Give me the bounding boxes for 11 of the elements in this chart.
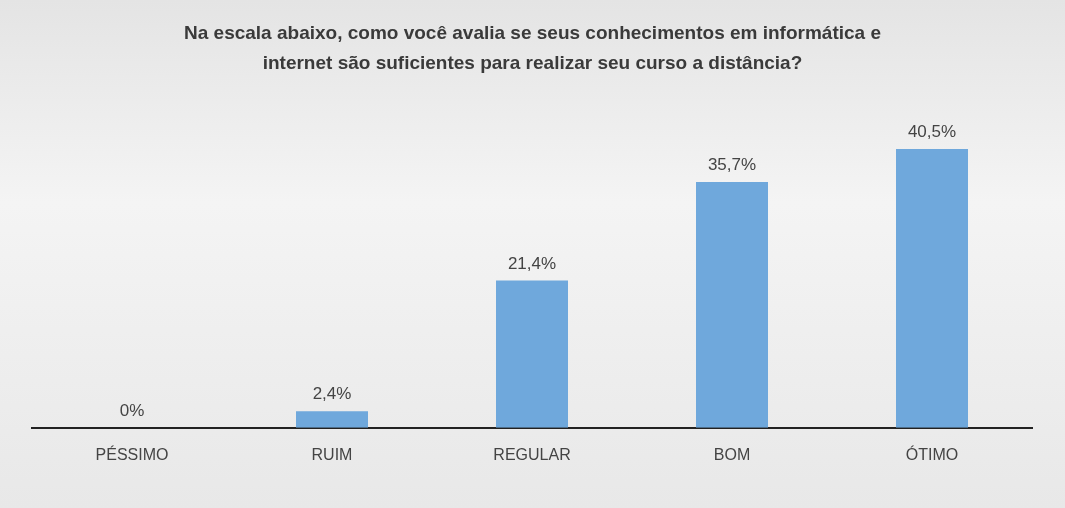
x-tick-label: BOM xyxy=(713,445,751,463)
chart-title: Na escala abaixo, como você avalia se seus conhecimentos em informática e internet são suficientes para realizar seu curso a distância? xyxy=(183,21,882,75)
x-tick-label: PÉSSIMO xyxy=(95,444,169,463)
data-label: 0% xyxy=(119,400,145,420)
data-label: 40,5% xyxy=(907,122,957,142)
data-label: 2,4% xyxy=(312,384,352,404)
x-tick-label: REGULAR xyxy=(493,445,571,463)
x-tick-label: RUIM xyxy=(311,445,353,463)
x-tick-label: ÓTIMO xyxy=(905,444,959,463)
data-label: 21,4% xyxy=(507,253,557,273)
data-label: 35,7% xyxy=(707,155,757,175)
